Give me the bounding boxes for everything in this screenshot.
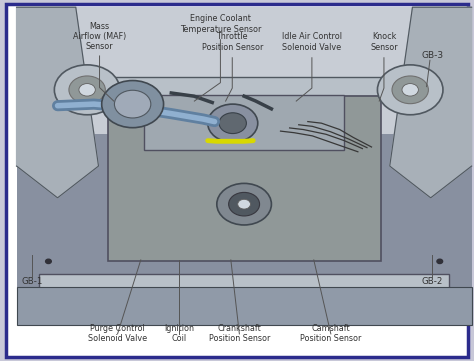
Circle shape [102, 81, 164, 128]
Text: Idle Air Control
Solenoid Valve: Idle Air Control Solenoid Valve [282, 32, 342, 52]
Text: GB-3: GB-3 [421, 52, 443, 60]
Text: Knock
Sensor: Knock Sensor [370, 32, 398, 52]
Circle shape [114, 90, 151, 118]
Polygon shape [17, 7, 99, 198]
Circle shape [55, 65, 120, 115]
Text: Crankshaft
Position Sensor: Crankshaft Position Sensor [209, 323, 270, 343]
Circle shape [228, 192, 260, 216]
Text: Engine Coolant
Temperature Sensor: Engine Coolant Temperature Sensor [180, 14, 261, 34]
Bar [39, 274, 449, 293]
Text: Mass
Airflow (MAF)
Sensor: Mass Airflow (MAF) Sensor [73, 22, 126, 52]
Circle shape [217, 183, 272, 225]
Circle shape [402, 84, 419, 96]
Text: Throttle
Position Sensor: Throttle Position Sensor [201, 32, 263, 52]
Text: Ignition
Coil: Ignition Coil [164, 323, 194, 343]
Circle shape [392, 76, 428, 104]
Bar [17, 287, 472, 325]
Circle shape [219, 113, 246, 134]
Circle shape [377, 65, 443, 115]
Circle shape [79, 84, 95, 96]
Bar [144, 95, 344, 150]
Bar [17, 7, 472, 325]
Circle shape [208, 104, 258, 142]
Text: GB-1: GB-1 [21, 277, 43, 286]
Text: GB-2: GB-2 [421, 277, 443, 286]
Circle shape [46, 259, 51, 264]
Circle shape [238, 199, 250, 209]
Circle shape [437, 259, 443, 264]
Circle shape [69, 76, 105, 104]
Polygon shape [390, 7, 472, 198]
Bar [108, 96, 381, 261]
Bar [39, 77, 449, 96]
Text: Purge Control
Solenoid Valve: Purge Control Solenoid Valve [88, 323, 147, 343]
Text: Camshaft
Position Sensor: Camshaft Position Sensor [300, 323, 362, 343]
Bar [17, 7, 472, 134]
